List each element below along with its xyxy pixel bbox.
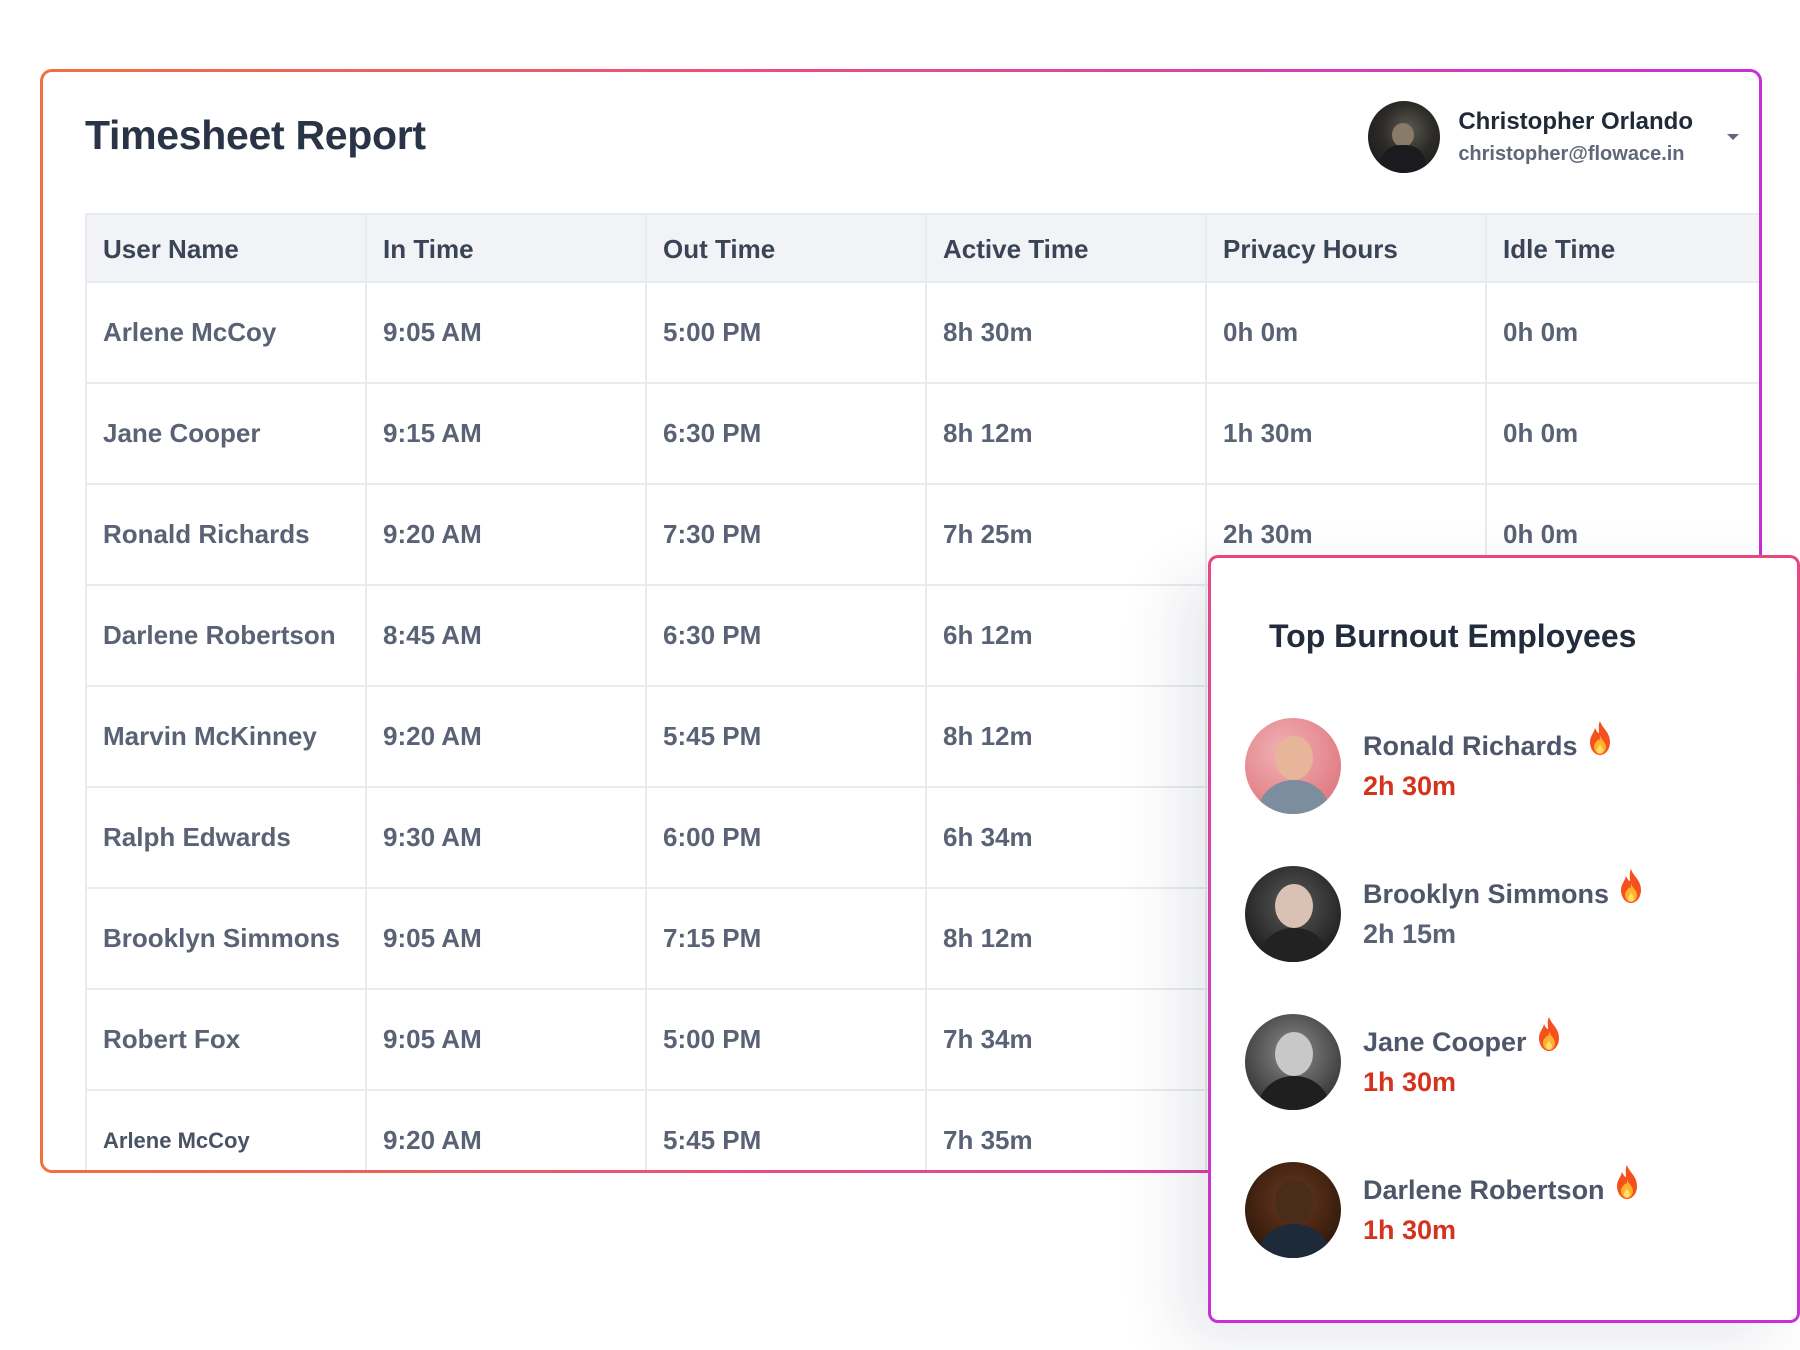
cell-user-name: Marvin McKinney: [87, 687, 367, 786]
column-header-idle-time[interactable]: Idle Time: [1487, 215, 1759, 283]
cell-out-time: 5:00 PM: [647, 283, 927, 382]
avatar[interactable]: [1245, 866, 1341, 962]
employee-info: Ronald Richards 2h 30m: [1363, 721, 1614, 806]
burnout-employee[interactable]: Brooklyn Simmons 2h 15m: [1245, 866, 1765, 962]
cell-out-time: 5:45 PM: [647, 1091, 927, 1170]
cell-user-name: Ronald Richards: [87, 485, 367, 584]
avatar[interactable]: [1245, 718, 1341, 814]
cell-in-time: 9:20 AM: [367, 1091, 647, 1170]
chevron-down-icon[interactable]: [1727, 134, 1739, 140]
column-header-in-time[interactable]: In Time: [367, 215, 647, 283]
employee-info: Brooklyn Simmons 2h 15m: [1363, 869, 1645, 954]
cell-idle-time: 0h 0m: [1487, 485, 1759, 584]
cell-user-name: Jane Cooper: [87, 384, 367, 483]
cell-in-time: 9:15 AM: [367, 384, 647, 483]
flame-icon: [1617, 868, 1645, 904]
burnout-employee[interactable]: Jane Cooper 1h 30m: [1245, 1014, 1765, 1110]
flame-icon: [1535, 1016, 1563, 1052]
cell-user-name: Arlene McCoy: [87, 1091, 367, 1170]
avatar-body: [1257, 780, 1331, 814]
page-title: Timesheet Report: [85, 112, 426, 158]
employee-hours: 2h 15m: [1363, 919, 1457, 949]
cell-active-time: 8h 30m: [927, 283, 1207, 382]
cell-active-time: 8h 12m: [927, 889, 1207, 988]
employee-name-row: Darlene Robertson: [1363, 1165, 1641, 1210]
cell-user-name: Robert Fox: [87, 990, 367, 1089]
cell-idle-time: 0h 0m: [1487, 283, 1759, 382]
avatar-body: [1257, 1224, 1331, 1258]
employee-name: Ronald Richards: [1363, 731, 1578, 761]
burnout-employee[interactable]: Ronald Richards 2h 30m: [1245, 718, 1765, 814]
cell-out-time: 5:00 PM: [647, 990, 927, 1089]
cell-user-name: Darlene Robertson: [87, 586, 367, 685]
cell-privacy-hours: 0h 0m: [1207, 283, 1487, 382]
employee-name: Brooklyn Simmons: [1363, 879, 1610, 909]
column-header-privacy-hours[interactable]: Privacy Hours: [1207, 215, 1487, 283]
cell-out-time: 6:30 PM: [647, 384, 927, 483]
column-header-out-time[interactable]: Out Time: [647, 215, 927, 283]
flame-icon: [1613, 1164, 1641, 1200]
cell-active-time: 7h 25m: [927, 485, 1207, 584]
employee-name-row: Ronald Richards: [1363, 721, 1614, 766]
avatar-body: [1257, 1076, 1331, 1110]
cell-user-name: Arlene McCoy: [87, 283, 367, 382]
avatar-face: [1275, 884, 1313, 928]
employee-name-row: Brooklyn Simmons: [1363, 869, 1645, 914]
employee-name: Darlene Robertson: [1363, 1175, 1605, 1205]
employee-hours: 1h 30m: [1363, 1067, 1457, 1097]
cell-in-time: 9:05 AM: [367, 283, 647, 382]
avatar[interactable]: [1245, 1014, 1341, 1110]
employee-hours: 1h 30m: [1363, 1215, 1457, 1245]
employee-name: Jane Cooper: [1363, 1027, 1527, 1057]
cell-idle-time: 0h 0m: [1487, 384, 1759, 483]
employee-hours: 2h 30m: [1363, 771, 1457, 801]
avatar-face: [1275, 1180, 1313, 1224]
user-info: Christopher Orlando christopher@flowace.…: [1458, 105, 1693, 169]
cell-in-time: 9:05 AM: [367, 990, 647, 1089]
burnout-title: Top Burnout Employees: [1269, 618, 1637, 654]
table-row[interactable]: Arlene McCoy 9:05 AM 5:00 PM 8h 30m 0h 0m 0h …: [87, 283, 1759, 384]
cell-out-time: 7:15 PM: [647, 889, 927, 988]
table-row[interactable]: Jane Cooper 9:15 AM 6:30 PM 8h 12m 1h 30m 0h …: [87, 384, 1759, 485]
column-header-user-name[interactable]: User Name: [87, 215, 367, 283]
flame-icon: [1586, 720, 1614, 756]
burnout-employee[interactable]: Darlene Robertson 1h 30m: [1245, 1162, 1765, 1258]
table-header-row: User Name In Time Out Time Active Time P…: [87, 213, 1759, 283]
cell-in-time: 9:20 AM: [367, 687, 647, 786]
cell-out-time: 6:30 PM: [647, 586, 927, 685]
cell-active-time: 8h 12m: [927, 687, 1207, 786]
user-menu[interactable]: Christopher Orlando christopher@flowace.…: [1368, 101, 1739, 173]
avatar[interactable]: [1368, 101, 1441, 173]
cell-active-time: 7h 35m: [927, 1091, 1207, 1170]
avatar-face: [1275, 1032, 1313, 1076]
avatar-body: [1257, 928, 1331, 962]
cell-active-time: 6h 12m: [927, 586, 1207, 685]
user-name: Christopher Orlando: [1458, 108, 1693, 135]
employee-info: Darlene Robertson 1h 30m: [1363, 1165, 1641, 1250]
user-email: christopher@flowace.in: [1458, 143, 1685, 165]
column-header-active-time[interactable]: Active Time: [927, 215, 1207, 283]
cell-in-time: 9:20 AM: [367, 485, 647, 584]
cell-user-name: Ralph Edwards: [87, 788, 367, 887]
cell-out-time: 7:30 PM: [647, 485, 927, 584]
cell-active-time: 7h 34m: [927, 990, 1207, 1089]
cell-in-time: 8:45 AM: [367, 586, 647, 685]
employee-info: Jane Cooper 1h 30m: [1363, 1017, 1563, 1102]
cell-active-time: 6h 34m: [927, 788, 1207, 887]
cell-active-time: 8h 12m: [927, 384, 1207, 483]
cell-user-name: Brooklyn Simmons: [87, 889, 367, 988]
cell-privacy-hours: 2h 30m: [1207, 485, 1487, 584]
cell-in-time: 9:05 AM: [367, 889, 647, 988]
cell-out-time: 6:00 PM: [647, 788, 927, 887]
avatar[interactable]: [1245, 1162, 1341, 1258]
avatar-face: [1275, 736, 1313, 780]
cell-in-time: 9:30 AM: [367, 788, 647, 887]
burnout-panel: Top Burnout Employees Ronald Richards 2h …: [1208, 555, 1800, 1323]
cell-out-time: 5:45 PM: [647, 687, 927, 786]
employee-name-row: Jane Cooper: [1363, 1017, 1563, 1062]
cell-privacy-hours: 1h 30m: [1207, 384, 1487, 483]
